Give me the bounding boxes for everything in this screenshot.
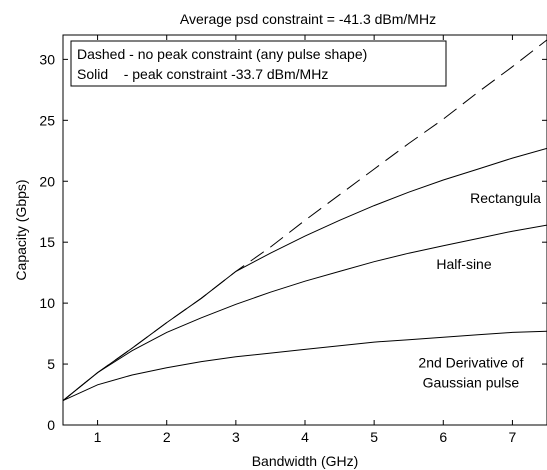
x-axis-label: Bandwidth (GHz) bbox=[252, 453, 359, 469]
curve-label-line: Gaussian pulse bbox=[423, 375, 520, 391]
x-tick-label: 7 bbox=[509, 429, 517, 445]
legend-entry-solid: Solid - peak constraint -33.7 dBm/MHz bbox=[77, 66, 328, 82]
x-tick-label: 4 bbox=[301, 429, 309, 445]
x-tick-label: 5 bbox=[370, 429, 378, 445]
y-tick-label: 25 bbox=[39, 112, 55, 128]
legend-entry-dashed: Dashed - no peak constraint (any pulse s… bbox=[77, 46, 367, 62]
curve-label-line: Half-sine bbox=[436, 256, 491, 272]
y-axis-label: Capacity (Gbps) bbox=[13, 179, 29, 280]
plot-area-frame bbox=[62, 34, 547, 426]
x-tick-label: 3 bbox=[232, 429, 240, 445]
x-axis-ticks: 1 2 3 4 5 6 7 bbox=[94, 35, 517, 445]
y-tick-label: 5 bbox=[47, 356, 55, 372]
series-line-2 bbox=[62, 224, 547, 401]
series-line-1 bbox=[62, 147, 547, 401]
x-tick-label: 2 bbox=[163, 429, 171, 445]
chart-title: Average psd constraint = -41.3 dBm/MHz bbox=[180, 11, 436, 27]
y-tick-label: 10 bbox=[39, 295, 55, 311]
series-line-3 bbox=[62, 330, 547, 402]
curve-annotations: Rectangula Half-sine 2nd Derivative of Gaus… bbox=[418, 190, 541, 391]
y-tick-label: 15 bbox=[39, 234, 55, 250]
y-axis-ticks: 0 5 10 15 20 25 30 bbox=[39, 51, 547, 433]
x-tick-label: 6 bbox=[439, 429, 447, 445]
y-tick-label: 30 bbox=[39, 51, 55, 67]
x-tick-label: 1 bbox=[94, 429, 102, 445]
curve-label-line: 2nd Derivative of bbox=[418, 355, 523, 371]
legend: Dashed - no peak constraint (any pulse s… bbox=[70, 40, 447, 87]
curve-label-line: Rectangula bbox=[470, 190, 541, 206]
curve-label-2: 2nd Derivative of Gaussian pulse bbox=[418, 355, 523, 391]
curve-label-0: Rectangula bbox=[470, 190, 541, 206]
y-tick-label: 20 bbox=[39, 173, 55, 189]
legend-box bbox=[70, 40, 447, 87]
y-tick-label: 0 bbox=[47, 417, 55, 433]
curve-label-1: Half-sine bbox=[436, 256, 491, 272]
series-layer bbox=[62, 39, 547, 402]
